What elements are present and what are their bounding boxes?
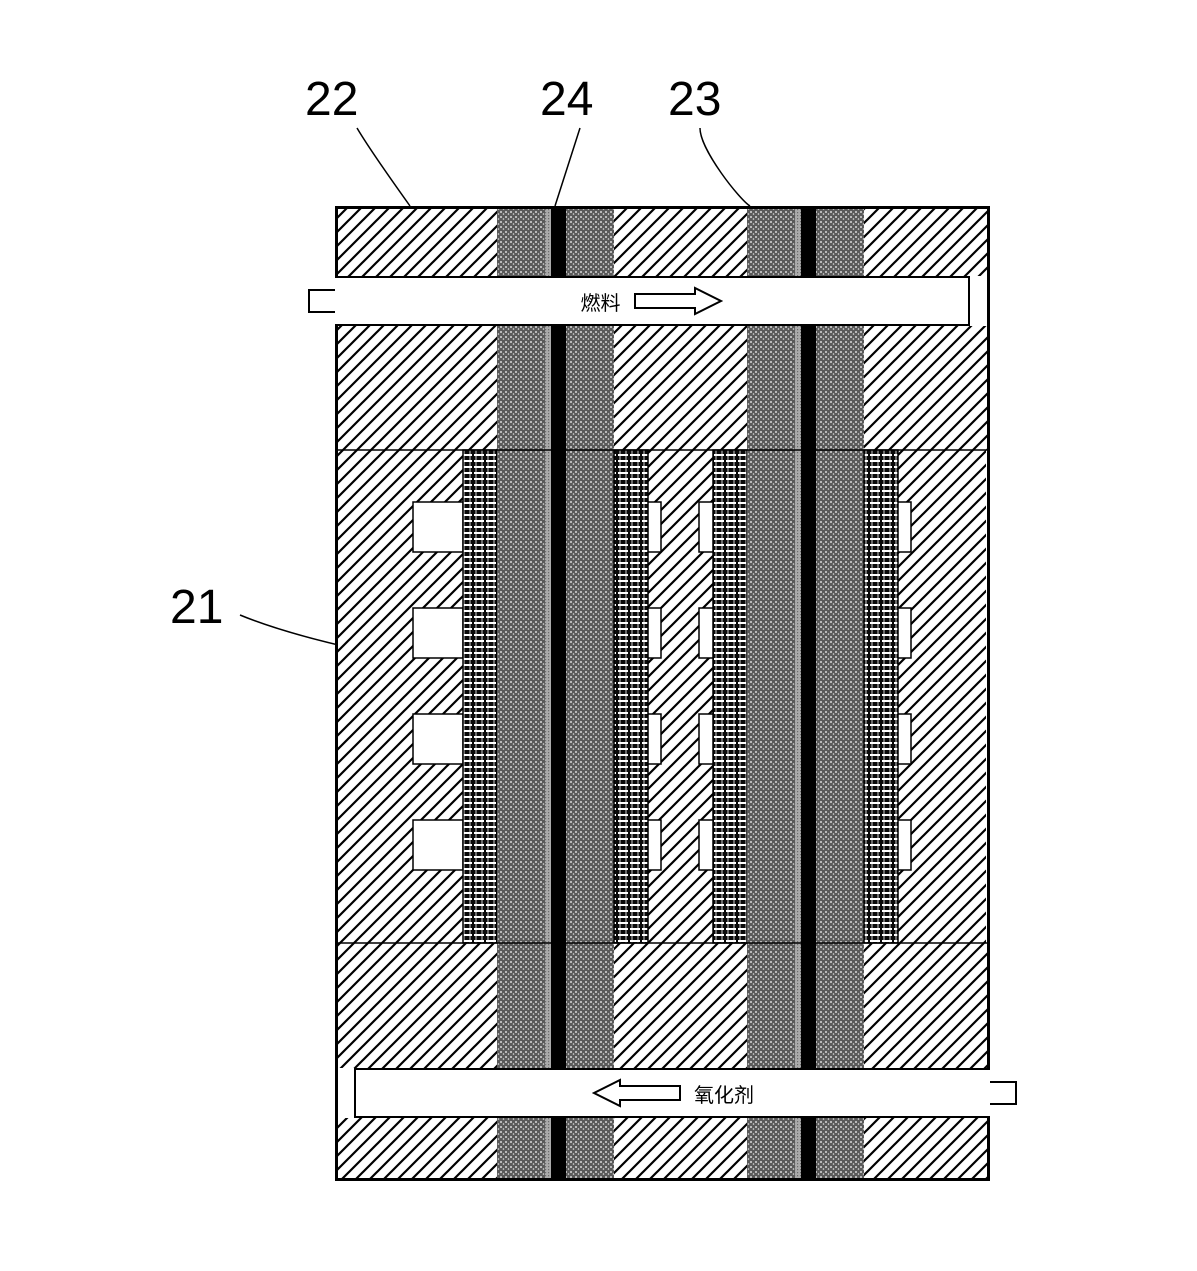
fuel-inlet-stub <box>308 289 335 313</box>
mea-stack-2 <box>713 450 898 943</box>
oxidant-label: 氧化剂 <box>694 1079 754 1108</box>
oxidant-arrow-icon <box>592 1078 682 1108</box>
fuel-channel: 燃料 <box>335 276 970 326</box>
fuel-cell-diagram: 燃料 氧化剂 <box>335 206 990 1181</box>
diagram-svg <box>335 206 990 1181</box>
fuel-label: 燃料 <box>581 287 621 316</box>
oxidant-channel: 氧化剂 <box>354 1068 990 1118</box>
oxidant-inlet-stub <box>990 1081 1017 1105</box>
fuel-arrow-icon <box>633 286 723 316</box>
mea-stack-1 <box>463 450 648 943</box>
